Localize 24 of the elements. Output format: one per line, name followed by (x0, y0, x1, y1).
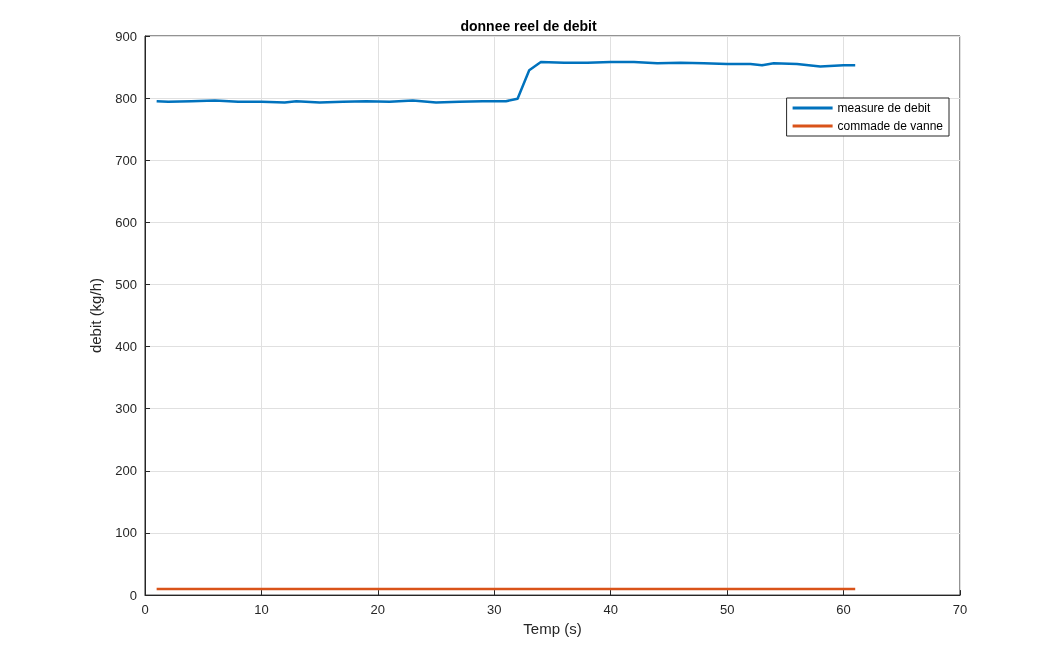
y-tick-label: 800 (115, 90, 137, 106)
y-tick-label: 600 (115, 214, 137, 230)
x-tick-label: 70 (952, 602, 968, 618)
y-tick-label: 0 (129, 587, 137, 603)
y-tick-label: 200 (115, 463, 137, 479)
x-tick-label: 50 (719, 602, 735, 618)
y-tick-label: 500 (115, 276, 137, 292)
y-tick-label: 100 (115, 525, 137, 541)
legend-label: measure de debit (837, 101, 931, 115)
x-tick-label: 60 (836, 602, 851, 618)
x-tick-label: 20 (370, 602, 386, 618)
chart-title: donnee reel de debit (460, 18, 597, 34)
x-tick-label: 40 (603, 602, 618, 618)
y-tick-label: 300 (115, 401, 137, 417)
y-tick-label: 900 (115, 28, 137, 44)
y-axis-title: debit (kg/h) (87, 278, 104, 354)
y-tick-label: 700 (115, 152, 137, 168)
x-tick-label: 30 (487, 602, 502, 618)
x-tick-label: 0 (141, 602, 149, 618)
x-tick-label: 10 (254, 602, 269, 618)
legend-label: commade de vanne (837, 119, 944, 133)
x-axis-title: Temp (s) (523, 620, 582, 637)
y-tick-label: 400 (115, 339, 137, 355)
line-series (155, 60, 857, 104)
